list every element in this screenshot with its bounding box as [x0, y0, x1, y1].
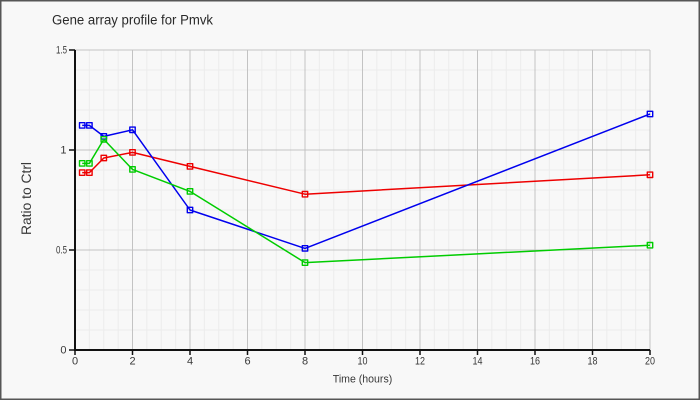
svg-text:6: 6 — [244, 356, 250, 368]
svg-text:16: 16 — [530, 356, 540, 368]
svg-text:18: 18 — [588, 356, 598, 368]
svg-text:10: 10 — [358, 356, 368, 368]
svg-text:8: 8 — [302, 356, 308, 368]
svg-text:0.5: 0.5 — [56, 244, 67, 256]
svg-text:2: 2 — [129, 356, 135, 368]
svg-text:Time (hours): Time (hours) — [333, 374, 393, 386]
svg-text:1.5: 1.5 — [56, 44, 67, 56]
svg-text:0: 0 — [72, 356, 78, 368]
svg-text:Ratio to Ctrl: Ratio to Ctrl — [19, 162, 34, 235]
svg-text:0: 0 — [60, 344, 66, 356]
svg-text:4: 4 — [187, 356, 193, 368]
svg-text:Gene array profile for Pmvk: Gene array profile for Pmvk — [52, 13, 213, 28]
svg-text:12: 12 — [415, 356, 425, 368]
svg-text:14: 14 — [473, 356, 483, 368]
svg-text:20: 20 — [645, 356, 655, 368]
svg-text:1: 1 — [60, 144, 66, 156]
